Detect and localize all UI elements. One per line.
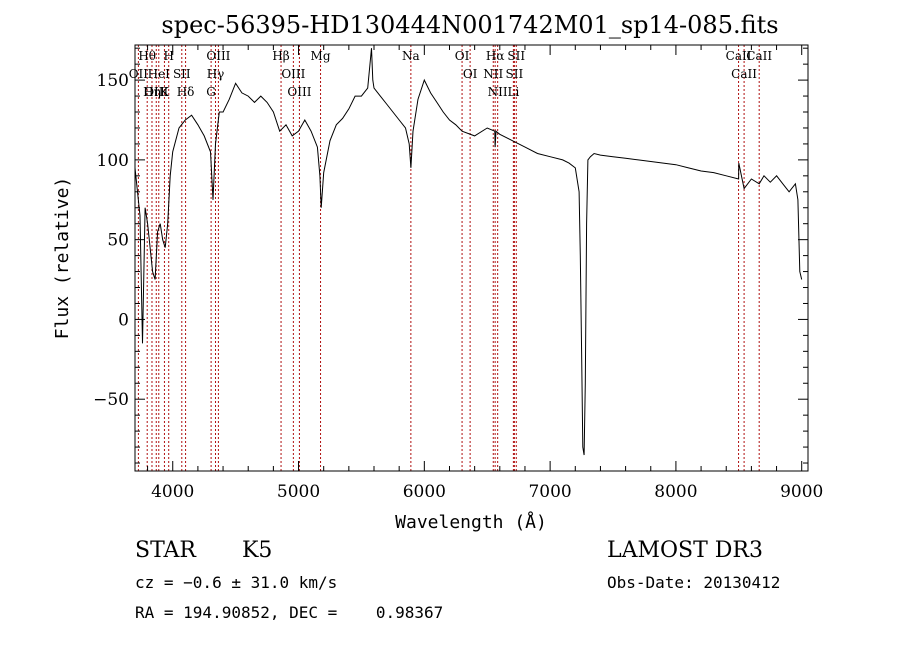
x-axis-label: Wavelength (Å) (395, 511, 547, 533)
y-tick-label: 0 (118, 310, 129, 330)
emission-line-label: Li (507, 85, 519, 99)
emission-line-label: OI (455, 49, 470, 63)
emission-line-label: OI (463, 67, 478, 81)
emission-line-label: CaII (746, 49, 772, 63)
emission-line-label: K (160, 85, 170, 99)
emission-line-label: SII (507, 49, 525, 63)
emission-line-label: HeI (148, 67, 171, 81)
emission-line-label: CaII (731, 67, 757, 81)
emission-line-label: OII (129, 67, 149, 81)
redshift-text: cz = −0.6 ± 31.0 km/s (135, 573, 338, 592)
x-tick-label: 9000 (780, 482, 823, 502)
chart-title: spec-56395-HD130444N001742M01_sp14-085.f… (161, 11, 778, 39)
obs-date: Obs-Date: 20130412 (607, 573, 781, 592)
axis-ticks: 4000 5000 6000 7000 8000 9000 −50 0 50 100 150 (93, 45, 823, 502)
y-tick-label: 150 (97, 71, 129, 91)
emission-line-label: SII (506, 67, 524, 81)
survey-name: LAMOST DR3 (607, 538, 763, 563)
emission-line-label: Hγ (207, 67, 225, 81)
emission-line-label: NII (488, 85, 508, 99)
x-tick-label: 5000 (277, 482, 320, 502)
y-tick-label: −50 (93, 390, 129, 410)
emission-line-label: OIII (144, 85, 168, 99)
emission-line-label: H (163, 49, 173, 63)
y-tick-label: 100 (97, 151, 129, 171)
emission-line-label: SII (173, 67, 191, 81)
coordinates: RA = 194.90852, DEC = 0.98367 (135, 603, 444, 622)
emission-line-label: Na (402, 49, 420, 63)
emission-line-label: Hθ (138, 49, 156, 63)
emission-line-label: G (206, 85, 216, 99)
x-tick-label: 8000 (654, 482, 697, 502)
emission-line-label: Hη (143, 85, 161, 99)
emission-line-label: OIII (287, 85, 311, 99)
y-axis-label: Flux (relative) (52, 177, 73, 340)
emission-line-label: CaII (726, 49, 752, 63)
plot-frame (134, 44, 809, 472)
emission-line-label: OIII (281, 67, 305, 81)
x-tick-label: 4000 (151, 482, 194, 502)
object-subclass: K5 (242, 538, 273, 563)
emission-line-label: Hδ (177, 85, 195, 99)
emission-line-label: Hβ (272, 49, 289, 63)
emission-line-labels: HθOIIOIIIHeIKHηHSIIHδOIIIHγGHβOIIIOIIIMg… (129, 49, 773, 99)
emission-line-label: OIII (206, 49, 230, 63)
x-tick-label: 6000 (403, 482, 446, 502)
x-tick-label: 7000 (528, 482, 571, 502)
emission-line-label: NII (483, 67, 503, 81)
emission-lines (137, 45, 760, 471)
emission-line-label: Hα (486, 49, 505, 63)
spectrum-line (134, 48, 803, 456)
emission-line-label: Mg (311, 49, 331, 63)
y-tick-label: 50 (107, 231, 129, 251)
object-class: STAR (135, 538, 196, 563)
